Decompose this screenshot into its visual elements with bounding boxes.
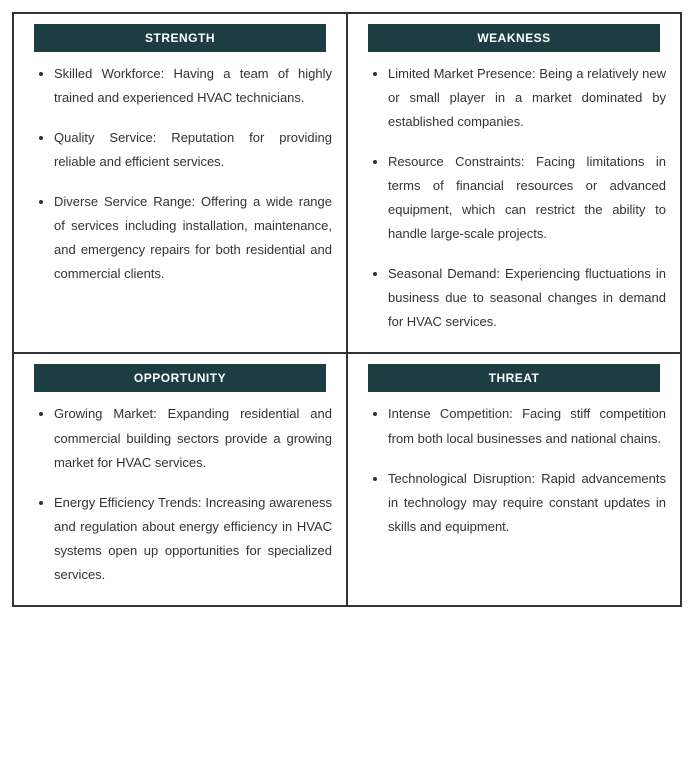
list-item: Growing Market: Expanding residential an…	[54, 402, 332, 474]
items-weakness: Limited Market Presence: Being a relativ…	[362, 62, 666, 334]
list-item: Seasonal Demand: Experiencing fluctuatio…	[388, 262, 666, 334]
list-item: Technological Disruption: Rapid advancem…	[388, 467, 666, 539]
quadrant-opportunity: OPPORTUNITY Growing Market: Expanding re…	[13, 353, 347, 605]
header-threat: THREAT	[368, 364, 660, 392]
list-item: Quality Service: Reputation for providin…	[54, 126, 332, 174]
quadrant-strength: STRENGTH Skilled Workforce: Having a tea…	[13, 13, 347, 353]
items-opportunity: Growing Market: Expanding residential an…	[28, 402, 332, 586]
items-threat: Intense Competition: Facing stiff compet…	[362, 402, 666, 538]
quadrant-weakness: WEAKNESS Limited Market Presence: Being …	[347, 13, 681, 353]
header-opportunity: OPPORTUNITY	[34, 364, 326, 392]
list-item: Skilled Workforce: Having a team of high…	[54, 62, 332, 110]
swot-grid: STRENGTH Skilled Workforce: Having a tea…	[12, 12, 682, 607]
list-item: Diverse Service Range: Offering a wide r…	[54, 190, 332, 286]
list-item: Resource Constraints: Facing limitations…	[388, 150, 666, 246]
list-item: Limited Market Presence: Being a relativ…	[388, 62, 666, 134]
header-weakness: WEAKNESS	[368, 24, 660, 52]
items-strength: Skilled Workforce: Having a team of high…	[28, 62, 332, 286]
quadrant-threat: THREAT Intense Competition: Facing stiff…	[347, 353, 681, 605]
list-item: Energy Efficiency Trends: Increasing awa…	[54, 491, 332, 587]
list-item: Intense Competition: Facing stiff compet…	[388, 402, 666, 450]
header-strength: STRENGTH	[34, 24, 326, 52]
